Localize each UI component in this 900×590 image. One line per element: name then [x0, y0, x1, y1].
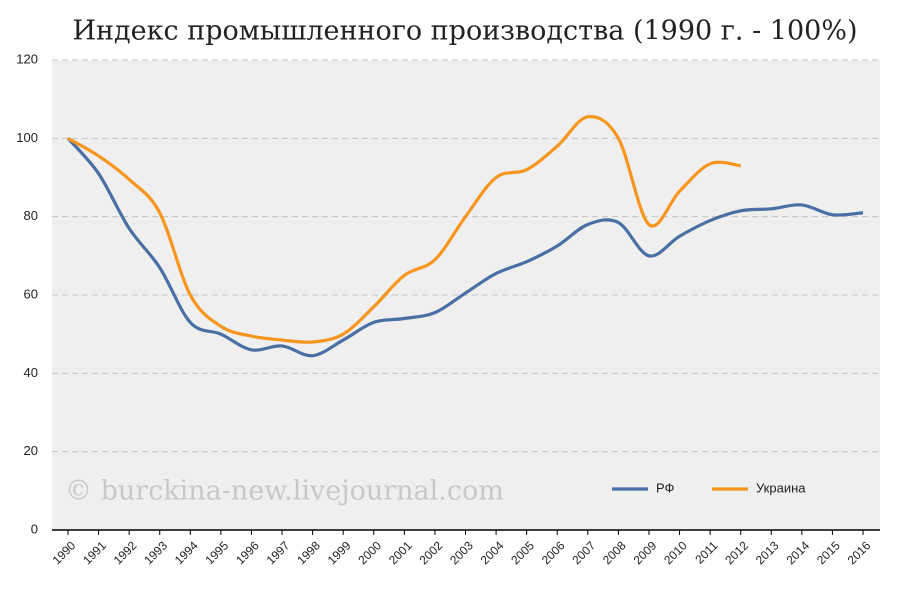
- x-tick-label: 2008: [600, 538, 629, 567]
- x-tick-label: 2000: [355, 538, 384, 567]
- x-tick-label: 1996: [233, 538, 262, 567]
- chart-title: Индекс промышленного производства (1990 …: [72, 16, 857, 47]
- x-tick-label: 2014: [783, 538, 812, 567]
- y-tick-label: 20: [24, 443, 38, 458]
- x-tick-label: 2011: [692, 538, 720, 566]
- x-tick-label: 1995: [202, 538, 231, 567]
- x-tick-label: 1999: [325, 538, 354, 567]
- legend-label: Украина: [756, 480, 806, 495]
- y-tick-label: 60: [24, 286, 38, 301]
- x-tick-label: 2010: [661, 538, 690, 567]
- x-tick-label: 2016: [845, 538, 874, 567]
- y-tick-label: 80: [24, 208, 38, 223]
- y-tick-label: 40: [24, 365, 38, 380]
- watermark: © burckina-new.livejournal.com: [65, 476, 504, 507]
- x-tick-label: 1998: [294, 538, 323, 567]
- x-tick-label: 2015: [814, 538, 843, 567]
- x-tick-label: 1991: [80, 538, 109, 567]
- x-tick-label: 2003: [447, 538, 476, 567]
- x-tick-label: 1997: [264, 538, 293, 567]
- y-tick-label: 0: [31, 521, 38, 536]
- x-tick-label: 2004: [478, 538, 507, 567]
- series-line: [66, 137, 864, 358]
- y-tick-label: 100: [16, 130, 38, 145]
- x-tick-label: 2013: [753, 538, 782, 567]
- x-tick-label: 1990: [50, 538, 79, 567]
- x-tick-label: 1992: [111, 538, 140, 567]
- x-tick-label: 2009: [631, 538, 660, 567]
- legend-label: РФ: [656, 480, 675, 495]
- x-tick-label: 2002: [417, 538, 446, 567]
- x-tick-label: 1993: [141, 538, 170, 567]
- x-tick-label: 2005: [508, 538, 537, 567]
- x-tick-label: 2001: [386, 538, 415, 567]
- x-tick-label: 2012: [722, 538, 751, 567]
- series-line: [67, 115, 741, 344]
- x-tick-label: 2006: [539, 538, 568, 567]
- x-tick-label: 1994: [172, 538, 201, 567]
- x-tick-label: 2007: [569, 538, 598, 567]
- y-tick-label: 120: [16, 51, 38, 66]
